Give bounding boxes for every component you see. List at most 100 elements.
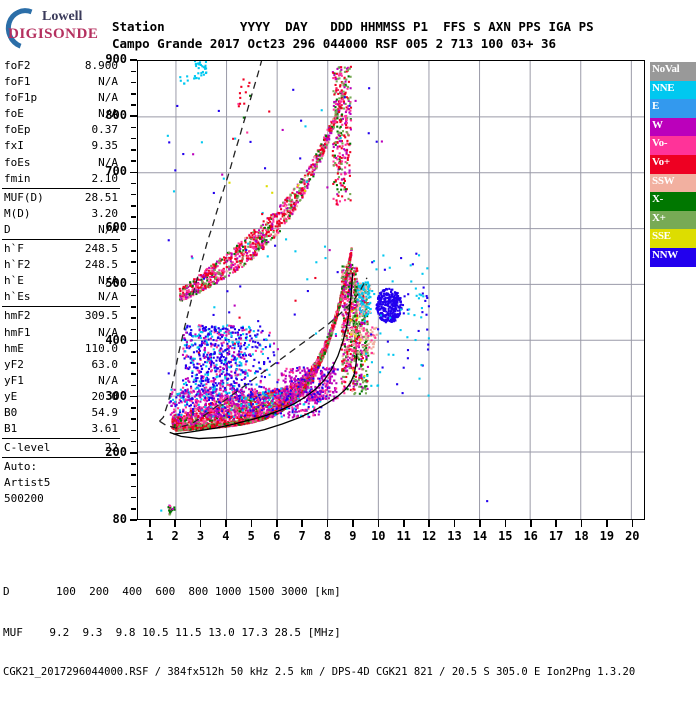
legend-label: Vo- xyxy=(652,137,667,149)
param-key: MUF(D) xyxy=(4,190,44,206)
x-tick xyxy=(149,520,151,527)
param-value: 54.9 xyxy=(92,405,119,421)
y-axis-label-80: 80 xyxy=(93,512,127,526)
x-axis-label-19: 19 xyxy=(596,529,618,543)
x-tick xyxy=(378,520,380,527)
param-key: Artist5 xyxy=(4,475,50,491)
legend-swatch-ssw[interactable]: SSW xyxy=(650,174,696,193)
x-axis-label-16: 16 xyxy=(520,529,542,543)
legend-label: E xyxy=(652,100,659,112)
param-group-divider xyxy=(2,438,120,439)
param-row-h-f2: h`F2 248.5 xyxy=(2,257,120,273)
legend-label: Vo+ xyxy=(652,156,670,168)
param-value: 248.5 xyxy=(85,241,118,257)
y-tick-minor xyxy=(131,306,136,308)
legend-swatch-x[interactable]: X+ xyxy=(650,211,696,230)
header-line-1: Station YYYY DAY DDD HHMMSS P1 FFS S AXN… xyxy=(112,19,594,34)
x-axis-label-12: 12 xyxy=(418,529,440,543)
x-axis-label-17: 17 xyxy=(545,529,567,543)
y-tick-major xyxy=(130,340,137,342)
param-key: B1 xyxy=(4,421,17,437)
y-tick-minor xyxy=(131,138,136,140)
param-group-divider xyxy=(2,239,120,240)
lowell-digisonde-logo: Lowell DIGISONDE xyxy=(6,6,114,48)
x-axis-label-5: 5 xyxy=(240,529,262,543)
logo-lowell-text: Lowell xyxy=(42,9,82,25)
x-tick xyxy=(555,520,557,527)
legend-swatch-noval[interactable]: NoVal xyxy=(650,62,696,81)
y-tick-minor xyxy=(131,149,136,151)
y-tick-minor xyxy=(131,351,136,353)
legend-swatch-vo[interactable]: Vo+ xyxy=(650,155,696,174)
x-tick xyxy=(225,520,227,527)
y-tick-minor xyxy=(131,239,136,241)
y-tick-minor xyxy=(131,385,136,387)
y-tick-minor xyxy=(131,82,136,84)
legend-label: SSE xyxy=(652,230,671,242)
param-key: yF1 xyxy=(4,373,24,389)
legend-swatch-x[interactable]: X- xyxy=(650,192,696,211)
x-axis-label-10: 10 xyxy=(367,529,389,543)
y-axis-label-800: 800 xyxy=(93,108,127,122)
y-tick-minor xyxy=(131,463,136,465)
ionogram-plot-area[interactable] xyxy=(137,60,645,520)
param-value: 248.5 xyxy=(85,257,118,273)
footer-file-row: CGK21_2017296044000.RSF / 384fx512h 50 k… xyxy=(3,666,635,680)
legend-label: NoVal xyxy=(652,63,679,75)
y-tick-major xyxy=(130,172,137,174)
param-row-auto-: Auto: xyxy=(2,459,120,475)
x-tick xyxy=(581,520,583,527)
x-axis-label-15: 15 xyxy=(494,529,516,543)
y-tick-minor xyxy=(131,441,136,443)
ionogram-echo-data xyxy=(138,61,644,519)
param-key: h`Es xyxy=(4,289,31,305)
y-tick-minor xyxy=(131,508,136,510)
param-key: 500200 xyxy=(4,491,44,507)
legend-swatch-vo[interactable]: Vo- xyxy=(650,136,696,155)
param-row-500200: 500200 xyxy=(2,491,120,507)
y-tick-minor xyxy=(131,317,136,319)
y-tick-major xyxy=(130,452,137,454)
header-line-2: Campo Grande 2017 Oct23 296 044000 RSF 0… xyxy=(112,36,556,51)
footer-info: D 100 200 400 600 800 1000 1500 3000 [km… xyxy=(3,558,635,707)
y-tick-major xyxy=(130,59,137,61)
param-key: h`F2 xyxy=(4,257,31,273)
x-axis-label-20: 20 xyxy=(621,529,643,543)
param-key: hmF1 xyxy=(4,325,31,341)
param-key: fxI xyxy=(4,138,24,154)
legend-swatch-sse[interactable]: SSE xyxy=(650,229,696,248)
y-axis-label-400: 400 xyxy=(93,333,127,347)
y-tick-major xyxy=(130,115,137,117)
y-tick-minor xyxy=(131,373,136,375)
param-key: foEs xyxy=(4,155,31,171)
y-tick-minor xyxy=(131,430,136,432)
legend-swatch-w[interactable]: W xyxy=(650,118,696,137)
x-tick xyxy=(200,520,202,527)
param-value: 9.35 xyxy=(92,138,119,154)
legend-swatch-nne[interactable]: NNE xyxy=(650,81,696,100)
y-tick-minor xyxy=(131,407,136,409)
x-tick xyxy=(606,520,608,527)
param-value: 3.61 xyxy=(92,421,119,437)
legend-label: X+ xyxy=(652,212,666,224)
legend-swatch-nnw[interactable]: NNW xyxy=(650,248,696,267)
param-row-artist5: Artist5 xyxy=(2,475,120,491)
y-tick-minor xyxy=(131,497,136,499)
legend-swatch-e[interactable]: E xyxy=(650,99,696,118)
station-header: Station YYYY DAY DDD HHMMSS P1 FFS S AXN… xyxy=(112,18,594,52)
param-value: N/A xyxy=(98,74,118,90)
legend-label: X- xyxy=(652,193,663,205)
param-key: hmE xyxy=(4,341,24,357)
param-row-muf-d-: MUF(D)28.51 xyxy=(2,190,120,206)
y-tick-minor xyxy=(131,104,136,106)
x-tick xyxy=(352,520,354,527)
param-key: D xyxy=(4,222,11,238)
